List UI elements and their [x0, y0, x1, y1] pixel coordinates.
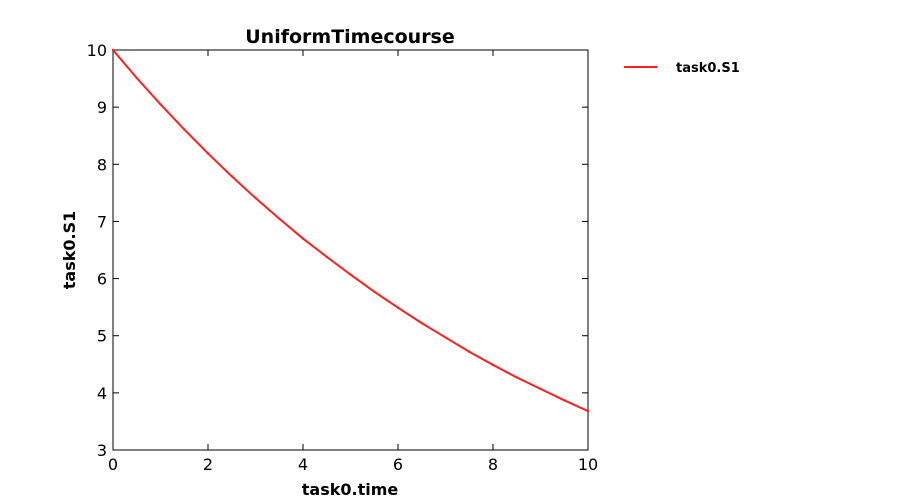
- x-tick-label: 2: [203, 455, 213, 474]
- x-tick-label: 6: [393, 455, 403, 474]
- y-tick-label: 4: [97, 384, 107, 403]
- data-point: [206, 152, 210, 155]
- y-tick-label: 7: [97, 212, 107, 231]
- data-point: [159, 103, 162, 106]
- y-tick-label: 5: [97, 327, 107, 346]
- y-tick-label: 10: [87, 41, 107, 60]
- data-point: [444, 336, 447, 339]
- data-point: [420, 321, 423, 325]
- y-axis-label: task0.S1: [60, 211, 79, 289]
- data-point: [396, 306, 400, 309]
- y-tick-label: 6: [97, 270, 107, 289]
- chart-title: UniformTimecourse: [245, 26, 455, 48]
- data-point: [468, 350, 471, 353]
- legend-marker: [623, 65, 627, 69]
- x-tick-label: 4: [298, 455, 308, 474]
- y-tick-label: 8: [97, 155, 107, 174]
- x-tick-label: 10: [578, 455, 598, 474]
- data-point: [230, 175, 233, 178]
- y-tick-label: 3: [97, 441, 107, 460]
- data-point: [515, 376, 518, 379]
- data-point: [301, 237, 305, 240]
- data-point: [183, 128, 186, 131]
- data-point: [278, 217, 281, 220]
- series-layer: [111, 48, 590, 413]
- plot-frame: [112, 49, 589, 451]
- data-point: [254, 196, 257, 200]
- y-axis-ticks: 3 4 5 6 7 8 9 10: [87, 41, 588, 460]
- data-point: [373, 290, 376, 293]
- legend: task0.S1: [623, 61, 740, 76]
- data-point: [539, 387, 542, 391]
- data-point: [586, 409, 590, 413]
- series-line-0: [112, 49, 589, 413]
- x-axis-ticks: 0 2 4 6 8 10: [108, 50, 598, 474]
- data-point: [111, 48, 115, 52]
- x-tick-label: 8: [488, 455, 498, 474]
- x-tick-label: 0: [108, 455, 118, 474]
- data-point: [349, 273, 352, 276]
- data-point: [325, 255, 328, 259]
- legend-marker: [654, 65, 658, 69]
- y-tick-label: 9: [97, 98, 107, 117]
- x-axis-label: task0.time: [302, 480, 399, 499]
- data-point: [135, 76, 138, 80]
- legend-label: task0.S1: [676, 61, 740, 76]
- data-point: [491, 363, 495, 367]
- data-point: [563, 399, 566, 402]
